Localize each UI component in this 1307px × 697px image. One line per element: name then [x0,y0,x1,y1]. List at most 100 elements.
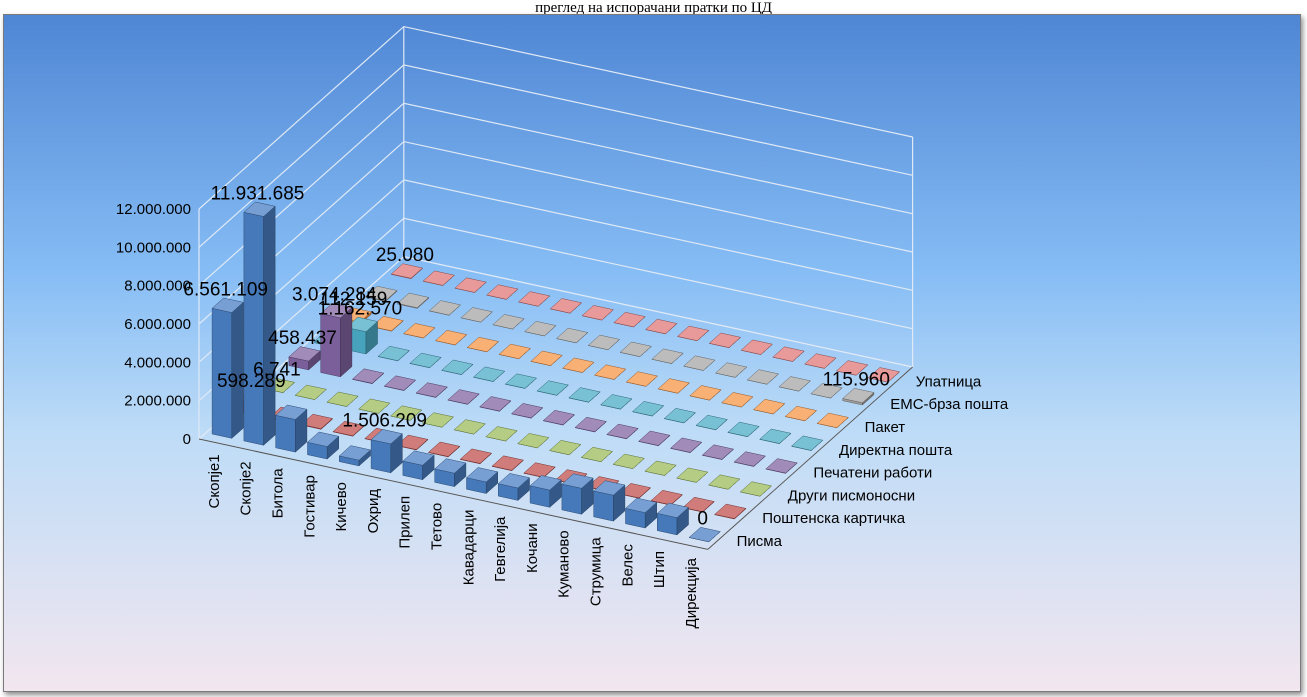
axis-line [707,366,913,550]
bar-top [453,419,486,435]
data-label: 1.506.209 [342,411,427,432]
bar-top [536,380,569,396]
bar-top [778,376,811,392]
bar [759,428,792,445]
bar [275,404,308,453]
bar-top [580,446,614,462]
bar-top [441,359,474,375]
bar [365,285,398,303]
bar [390,263,424,280]
bar [613,312,646,328]
bar-top [320,303,353,319]
bar-top [345,316,379,332]
bar [740,339,773,356]
bar [510,403,544,419]
data-label: 112.159 [320,289,387,310]
bar [555,327,589,344]
bar-top [804,353,837,369]
bar-top [613,312,646,328]
bar [765,458,798,474]
data-label: 6.561.109 [183,279,268,300]
bar [497,473,531,501]
bar-top [421,412,455,428]
bar-top [656,502,690,518]
bar-top [466,336,500,353]
bar-top [701,444,735,460]
bar-top [332,421,365,437]
category-label: Гостивар [301,475,318,538]
series-label: Директна пошта [839,442,953,459]
bar [606,423,639,440]
series-label: Писма [737,533,783,550]
bar-top [581,305,614,321]
bar-top [485,426,518,442]
bar-top [492,314,525,330]
category-label: Тетово [428,503,445,550]
y-tick-label: 12.000.000 [116,201,191,218]
bar [650,490,683,506]
bar [784,405,818,422]
category-label: Куманово [556,530,573,598]
bar-top [542,410,576,426]
bar-top [243,201,276,217]
bar [657,378,690,394]
bar-top [338,445,372,461]
bar-top [644,460,677,476]
bar [211,297,244,439]
chart-svg: 0 2.000.000 4.000.000 6.000.000 8.000.000 10.… [116,25,1009,628]
bar [492,314,525,330]
bar [739,481,773,497]
bar-top [294,384,327,400]
bar [421,412,455,428]
data-label: 1.162.570 [318,298,403,319]
bar-top [657,378,690,394]
bar-top [676,467,709,483]
category-label: Кочани [524,523,541,573]
bar-top [695,414,728,430]
bar-top [842,388,875,404]
bar-top [517,433,550,449]
data-label: 11.931.685 [211,183,305,204]
series-label: Печатени работи [813,465,932,482]
bar-top [428,300,462,316]
data-label: 458.437 [268,328,337,349]
axis-line [198,438,708,550]
bar [638,430,671,447]
bar-top [365,285,398,302]
bar-top [370,429,403,445]
bar [790,435,824,452]
bar-top [497,473,531,489]
bar-top [447,389,480,405]
bar-top [454,277,487,293]
bar [733,451,766,468]
bar-top [422,270,455,286]
bar-side [263,205,276,446]
bar [434,458,467,488]
bar-top [504,373,538,389]
bar [294,384,327,400]
bar-front [561,483,582,515]
bar [530,350,563,367]
category-label: Скопје1 [206,454,223,508]
gridline [198,25,913,210]
bar [428,300,462,316]
bar [683,355,716,372]
gridline [198,102,913,287]
bar-top [600,394,633,410]
bar [377,345,410,362]
data-label: 25.080 [376,245,434,266]
bar-top [275,404,308,420]
bar-top [358,398,391,414]
bar [593,364,627,381]
bar-top [524,321,557,337]
bar [714,503,747,520]
bar-top [810,383,843,399]
bar [867,367,901,383]
data-label: 0 [697,509,708,530]
bar-top [561,473,594,489]
bar-top [752,399,786,415]
bar [549,298,583,314]
bar [320,303,353,378]
category-label: Велес [619,544,636,587]
bar [804,353,837,369]
